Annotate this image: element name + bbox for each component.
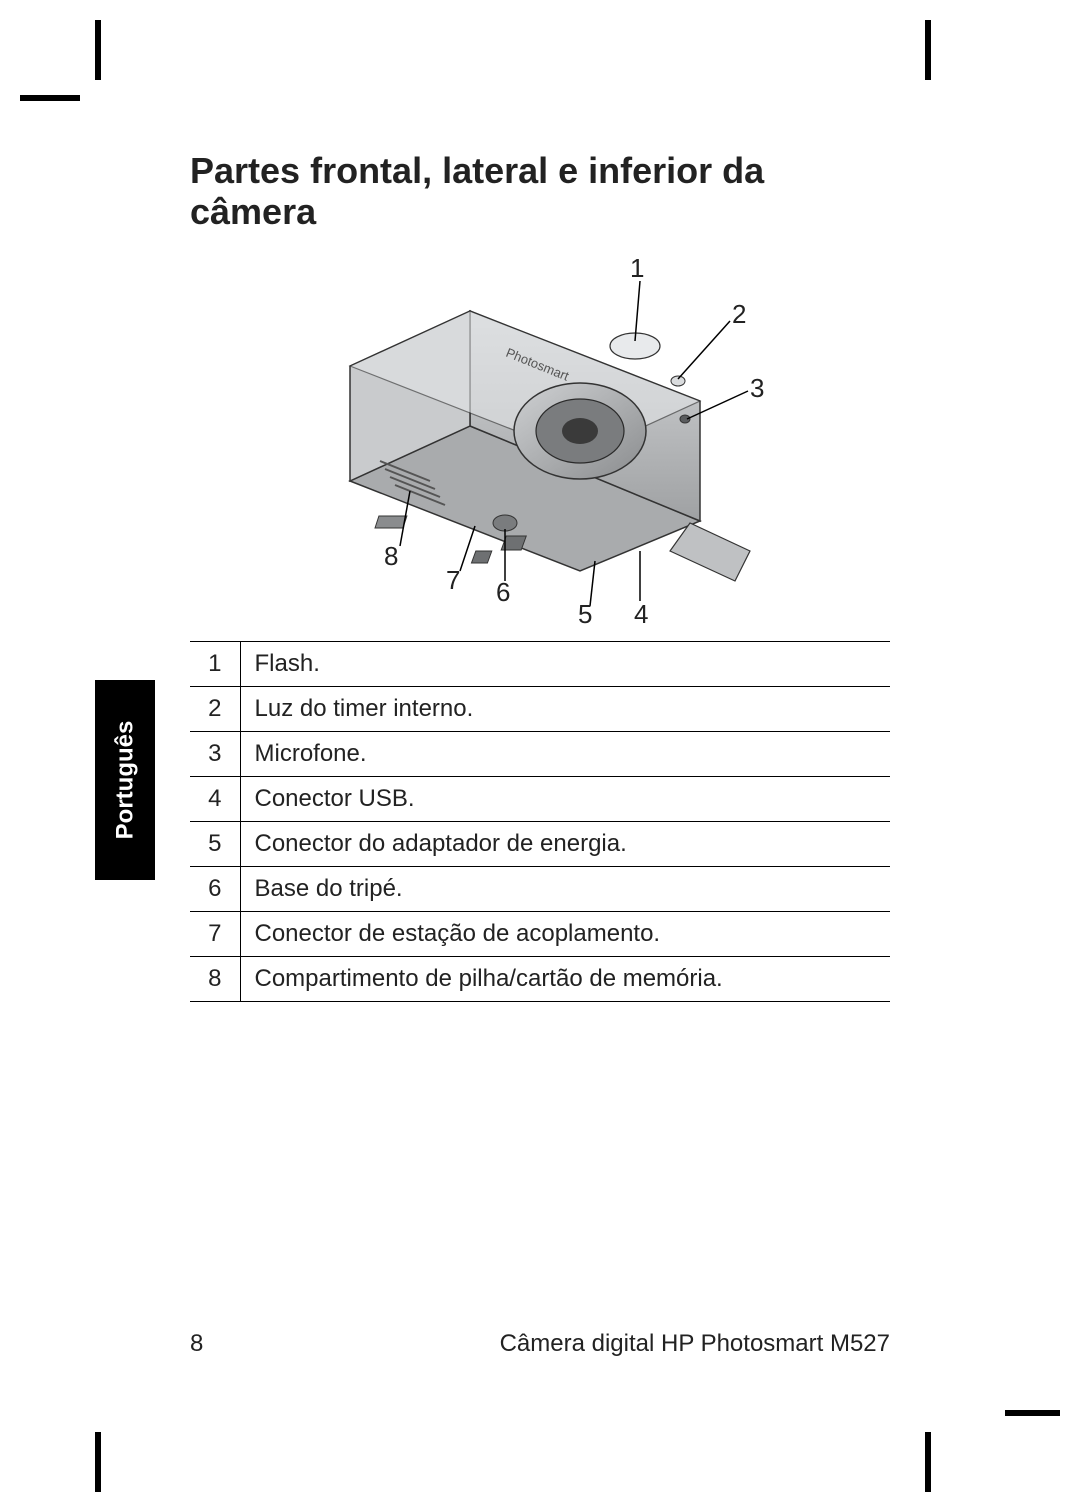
page-number: 8 (190, 1330, 203, 1358)
part-number: 7 (190, 911, 240, 956)
parts-table: 1 Flash. 2 Luz do timer interno. 3 Micro… (190, 641, 890, 1002)
table-row: 6 Base do tripé. (190, 866, 890, 911)
callout-6: 6 (496, 577, 510, 608)
part-number: 6 (190, 866, 240, 911)
crop-mark (95, 20, 101, 80)
part-desc: Flash. (240, 641, 890, 686)
table-row: 3 Microfone. (190, 731, 890, 776)
table-row: 8 Compartimento de pilha/cartão de memór… (190, 956, 890, 1001)
part-number: 2 (190, 686, 240, 731)
part-desc: Microfone. (240, 731, 890, 776)
table-row: 7 Conector de estação de acoplamento. (190, 911, 890, 956)
callout-8: 8 (384, 541, 398, 572)
table-row: 2 Luz do timer interno. (190, 686, 890, 731)
callout-7: 7 (446, 565, 460, 596)
callout-4: 4 (634, 599, 648, 630)
part-desc: Luz do timer interno. (240, 686, 890, 731)
callout-1: 1 (630, 253, 644, 284)
crop-mark (925, 20, 931, 80)
table-row: 1 Flash. (190, 641, 890, 686)
parts-table-body: 1 Flash. 2 Luz do timer interno. 3 Micro… (190, 641, 890, 1001)
camera-diagram: Photosmart 1 2 3 4 5 (280, 251, 800, 631)
product-name: Câmera digital HP Photosmart M527 (500, 1330, 890, 1358)
page-title: Partes frontal, lateral e inferior da câ… (190, 150, 890, 233)
page-footer: 8 Câmera digital HP Photosmart M527 (190, 1330, 890, 1358)
language-label: Português (111, 721, 139, 840)
part-number: 8 (190, 956, 240, 1001)
crop-mark (95, 1432, 101, 1492)
callout-5: 5 (578, 599, 592, 630)
part-desc: Conector de estação de acoplamento. (240, 911, 890, 956)
table-row: 4 Conector USB. (190, 776, 890, 821)
part-number: 1 (190, 641, 240, 686)
part-desc: Conector do adaptador de energia. (240, 821, 890, 866)
table-row: 5 Conector do adaptador de energia. (190, 821, 890, 866)
language-tab: Português (95, 680, 155, 880)
part-number: 3 (190, 731, 240, 776)
crop-mark (925, 1432, 931, 1492)
callout-2: 2 (732, 299, 746, 330)
crop-mark (20, 95, 80, 101)
part-number: 5 (190, 821, 240, 866)
crop-mark (1005, 1410, 1060, 1416)
page: Português Partes frontal, lateral e infe… (0, 0, 1080, 1512)
camera-illustration: Photosmart (280, 251, 800, 631)
part-desc: Conector USB. (240, 776, 890, 821)
content: Partes frontal, lateral e inferior da câ… (190, 150, 890, 1002)
part-number: 4 (190, 776, 240, 821)
callout-3: 3 (750, 373, 764, 404)
part-desc: Base do tripé. (240, 866, 890, 911)
part-desc: Compartimento de pilha/cartão de memória… (240, 956, 890, 1001)
